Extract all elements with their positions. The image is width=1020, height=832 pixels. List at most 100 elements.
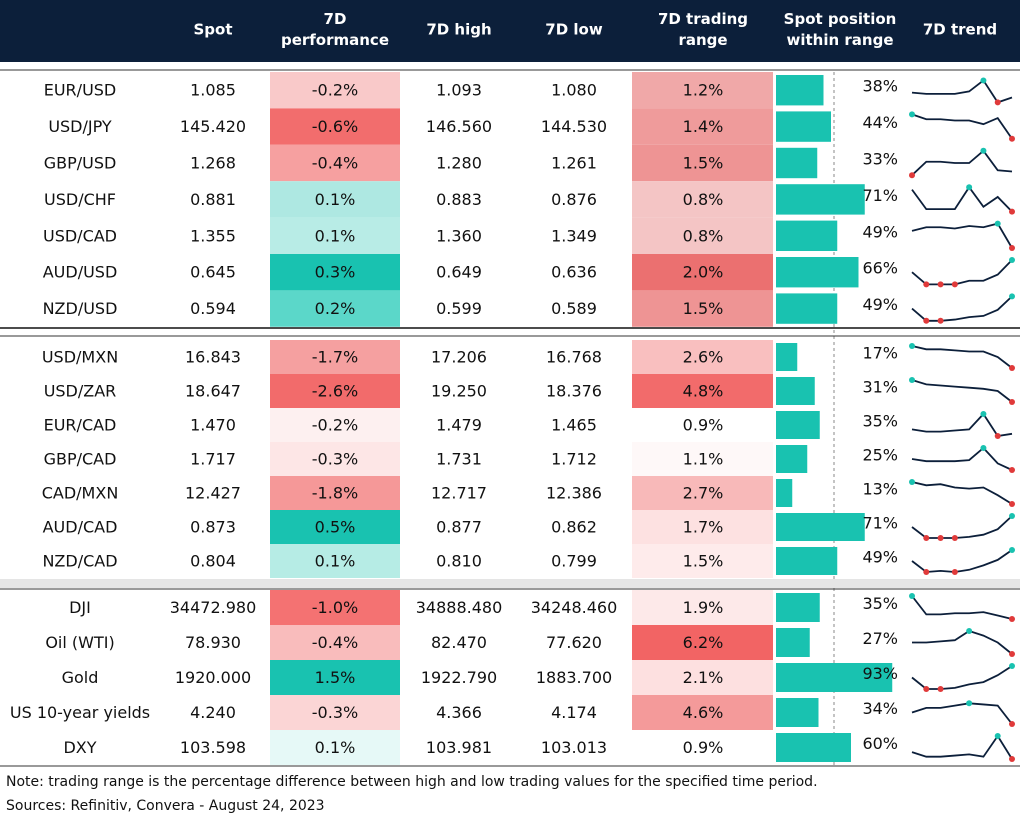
- high: 1.360: [436, 226, 482, 245]
- column-header: 7D trend: [923, 21, 997, 39]
- low: 1.349: [551, 226, 597, 245]
- range: 0.8%: [683, 226, 724, 245]
- high: 82.470: [431, 633, 487, 652]
- high: 0.649: [436, 263, 482, 282]
- trend-low: [937, 535, 944, 541]
- spot: 1.355: [190, 226, 236, 245]
- pair: USD/JPY: [48, 117, 112, 136]
- pair: NZD/CAD: [42, 552, 117, 571]
- trend-low: [1009, 245, 1015, 251]
- perf: -1.8%: [312, 484, 358, 503]
- perf-cell: [270, 510, 400, 544]
- low: 0.799: [551, 552, 597, 571]
- spot: 16.843: [185, 348, 241, 367]
- position-label: 38%: [862, 77, 898, 96]
- low: 1.465: [551, 416, 597, 435]
- trend-line: [911, 734, 1013, 760]
- pair: USD/ZAR: [44, 382, 117, 401]
- pair: EUR/USD: [44, 81, 117, 100]
- column-header: 7D: [324, 10, 347, 28]
- perf-cell: [270, 730, 400, 765]
- range-cell: [632, 442, 773, 476]
- perf: -0.3%: [312, 450, 358, 469]
- trend-low: [1009, 756, 1015, 762]
- perf: -0.2%: [312, 81, 358, 100]
- trend-low: [1009, 501, 1015, 507]
- trend-line: [911, 549, 1013, 573]
- perf-cell: [270, 660, 400, 695]
- perf-cell: [270, 254, 400, 291]
- perf: 0.1%: [315, 738, 356, 757]
- trend-high: [980, 147, 987, 154]
- position-bar: [776, 343, 798, 371]
- perf-cell: [270, 340, 400, 374]
- low: 18.376: [546, 382, 602, 401]
- spot: 103.598: [180, 738, 246, 757]
- spot: 1920.000: [175, 668, 251, 687]
- range: 2.6%: [683, 348, 724, 367]
- trend-low: [937, 686, 944, 692]
- perf-cell: [270, 625, 400, 660]
- range-cell: [632, 730, 773, 765]
- position-label: 25%: [862, 446, 898, 465]
- high: 12.717: [431, 484, 487, 503]
- spot: 145.420: [180, 117, 246, 136]
- trend-low: [1009, 399, 1015, 405]
- range-cell: [632, 72, 773, 109]
- position-label: 13%: [862, 480, 898, 499]
- range-cell: [632, 625, 773, 660]
- position-bar: [776, 257, 859, 288]
- range-cell: [632, 510, 773, 544]
- low: 12.386: [546, 484, 602, 503]
- column-header: Spot position: [784, 10, 897, 28]
- position-bar: [776, 377, 815, 405]
- range: 0.9%: [683, 416, 724, 435]
- perf: 0.1%: [315, 226, 356, 245]
- range-cell: [632, 695, 773, 730]
- trend-high: [980, 411, 987, 417]
- perf-cell: [270, 72, 400, 109]
- trend-low: [951, 569, 958, 575]
- perf-cell: [270, 181, 400, 218]
- high: 1.731: [436, 450, 482, 469]
- spot: 78.930: [185, 633, 241, 652]
- perf: -0.4%: [312, 154, 358, 173]
- low: 4.174: [551, 703, 597, 722]
- perf: 0.1%: [315, 552, 356, 571]
- trend-low: [909, 172, 915, 179]
- range: 1.2%: [683, 81, 724, 100]
- trend-high: [994, 220, 1001, 227]
- position-label: 34%: [862, 699, 898, 718]
- range: 4.8%: [683, 382, 724, 401]
- trend-line: [911, 379, 1013, 403]
- high: 103.981: [426, 738, 492, 757]
- pair: AUD/CAD: [43, 518, 118, 537]
- range-cell: [632, 660, 773, 695]
- trend-high: [909, 479, 915, 485]
- spot: 0.873: [190, 518, 236, 537]
- perf: 0.3%: [315, 263, 356, 282]
- perf: -1.7%: [312, 348, 358, 367]
- trend-high: [1009, 663, 1015, 669]
- trend-line: [911, 595, 1013, 620]
- perf-cell: [270, 476, 400, 510]
- position-bar: [776, 220, 838, 251]
- perf-cell: [270, 442, 400, 476]
- position-bar: [776, 111, 831, 142]
- trend-low: [923, 281, 930, 288]
- position-label: 17%: [862, 344, 898, 363]
- range: 1.1%: [683, 450, 724, 469]
- perf: -0.2%: [312, 416, 358, 435]
- pair: GBP/CAD: [44, 450, 117, 469]
- trend-low: [923, 569, 930, 575]
- trend-high: [909, 377, 915, 383]
- high: 19.250: [431, 382, 487, 401]
- spot: 0.881: [190, 190, 236, 209]
- range: 6.2%: [683, 633, 724, 652]
- position-bar: [776, 479, 793, 507]
- trend-line: [911, 446, 1013, 471]
- perf: -2.6%: [312, 382, 358, 401]
- spot: 1.470: [190, 416, 236, 435]
- perf-cell: [270, 374, 400, 408]
- trend-high: [966, 184, 973, 191]
